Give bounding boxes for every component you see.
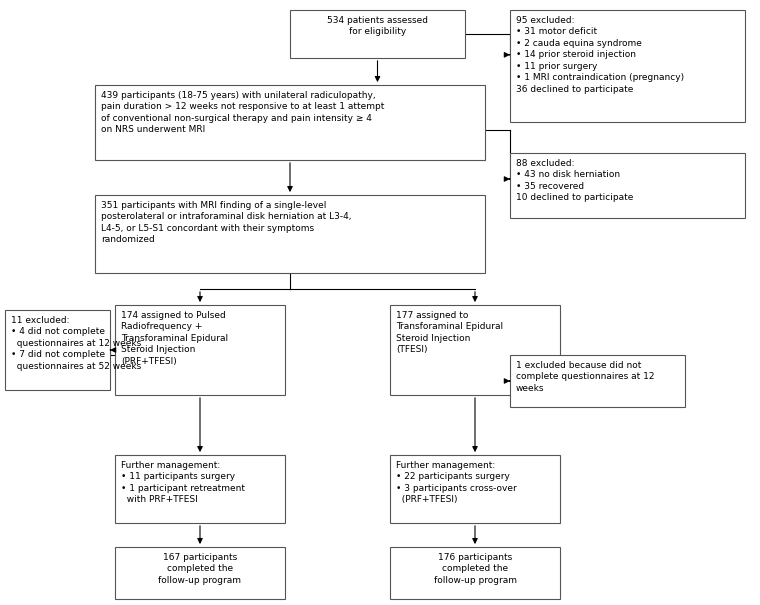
FancyBboxPatch shape xyxy=(510,153,745,218)
Text: 1 excluded because did not
complete questionnaires at 12
weeks: 1 excluded because did not complete ques… xyxy=(516,361,654,393)
FancyBboxPatch shape xyxy=(115,547,285,599)
FancyBboxPatch shape xyxy=(390,547,560,599)
Text: Further management:
• 11 participants surgery
• 1 participant retreatment
  with: Further management: • 11 participants su… xyxy=(121,461,245,505)
Text: 534 patients assessed
for eligibility: 534 patients assessed for eligibility xyxy=(327,16,428,36)
FancyBboxPatch shape xyxy=(5,310,110,390)
Text: 174 assigned to Pulsed
Radiofrequency +
Transforaminal Epidural
Steroid Injectio: 174 assigned to Pulsed Radiofrequency + … xyxy=(121,311,228,366)
Text: 176 participants
completed the
follow-up program: 176 participants completed the follow-up… xyxy=(433,553,517,585)
Text: 95 excluded:
• 31 motor deficit
• 2 cauda equina syndrome
• 14 prior steroid inj: 95 excluded: • 31 motor deficit • 2 caud… xyxy=(516,16,684,94)
FancyBboxPatch shape xyxy=(290,10,465,58)
Text: 439 participants (18-75 years) with unilateral radiculopathy,
pain duration > 12: 439 participants (18-75 years) with unil… xyxy=(101,91,385,134)
Text: Further management:
• 22 participants surgery
• 3 participants cross-over
  (PRF: Further management: • 22 participants su… xyxy=(396,461,517,505)
Text: 167 participants
completed the
follow-up program: 167 participants completed the follow-up… xyxy=(159,553,242,585)
FancyBboxPatch shape xyxy=(390,455,560,523)
Text: 88 excluded:
• 43 no disk herniation
• 35 recovered
10 declined to participate: 88 excluded: • 43 no disk herniation • 3… xyxy=(516,159,633,202)
Text: 11 excluded:
• 4 did not complete
  questionnaires at 12 weeks
• 7 did not compl: 11 excluded: • 4 did not complete questi… xyxy=(11,316,141,371)
FancyBboxPatch shape xyxy=(95,195,485,273)
Text: 177 assigned to
Transforaminal Epidural
Steroid Injection
(TFESI): 177 assigned to Transforaminal Epidural … xyxy=(396,311,503,355)
FancyBboxPatch shape xyxy=(115,455,285,523)
FancyBboxPatch shape xyxy=(510,355,685,407)
FancyBboxPatch shape xyxy=(95,85,485,160)
Text: 351 participants with MRI finding of a single-level
posterolateral or intraforam: 351 participants with MRI finding of a s… xyxy=(101,201,351,244)
FancyBboxPatch shape xyxy=(390,305,560,395)
FancyBboxPatch shape xyxy=(115,305,285,395)
FancyBboxPatch shape xyxy=(510,10,745,122)
